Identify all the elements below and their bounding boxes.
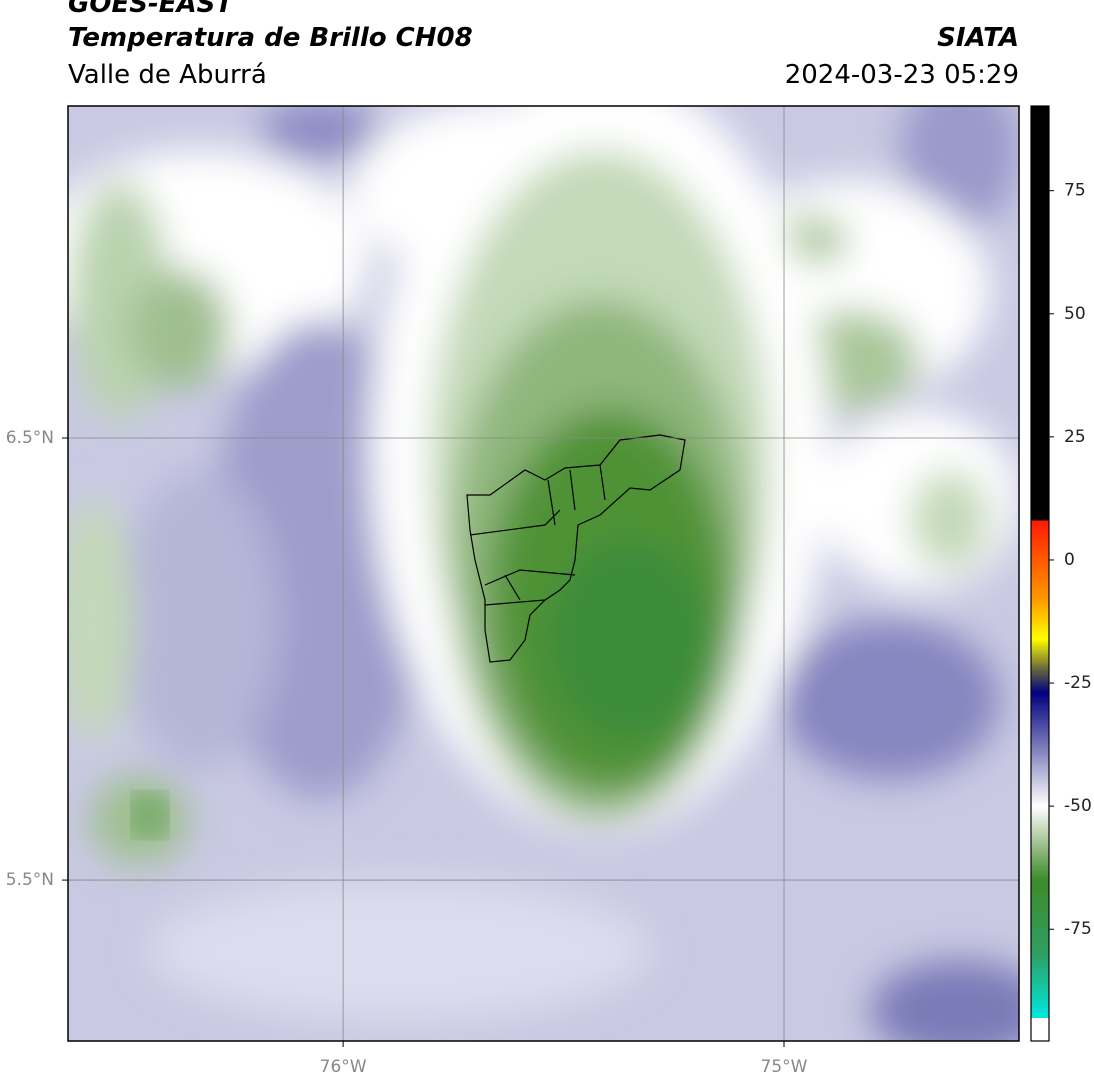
x-tick-label: 75°W [761,1057,808,1077]
colorbar-tick-label: -50 [1064,796,1092,816]
colorbar-tick-label: 75 [1064,181,1086,201]
x-tick-label: 76°W [320,1057,367,1077]
valle-boundaries [466,434,686,663]
colorbar-tick-label: 0 [1064,550,1075,570]
colorbar-tick-label: 25 [1064,427,1086,447]
source: SIATA [937,23,1019,53]
title: GOES-EAST [68,0,235,19]
colorbar-tick-label: -25 [1064,673,1092,693]
subtitle: Temperatura de Brillo CH08 [68,23,473,53]
colorbar-tick-label: -75 [1064,919,1092,939]
y-tick-label: 5.5°N [6,870,54,890]
colorbar [1030,105,1050,1042]
y-tick-label: 6.5°N [6,428,54,448]
datetime: 2024-03-23 05:29 [785,60,1019,90]
colorbar-tick-label: 50 [1064,304,1086,324]
graticule [68,106,1019,1041]
map-frame [67,105,1020,1042]
region: Valle de Aburrá [68,60,267,90]
temperature-field [68,106,1019,1041]
